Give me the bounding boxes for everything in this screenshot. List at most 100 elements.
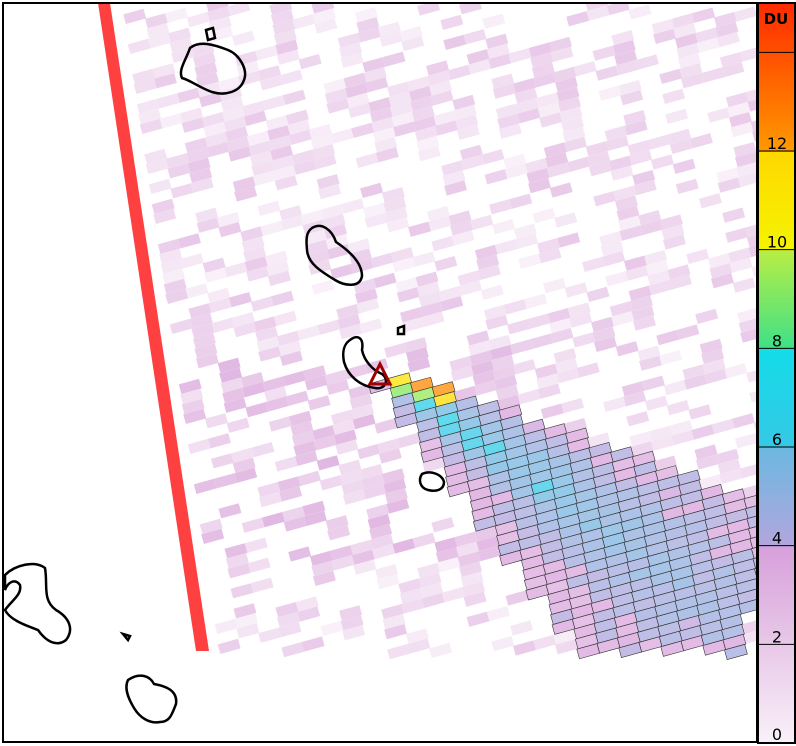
so2-background-pixel — [378, 448, 402, 464]
so2-background-pixel — [255, 45, 279, 61]
so2-background-pixel — [734, 433, 757, 449]
so2-background-pixel — [556, 86, 580, 103]
colorbar-band — [758, 84, 795, 86]
colorbar-band — [758, 740, 795, 742]
colorbar-band — [758, 575, 795, 577]
colorbar-band — [758, 674, 795, 676]
colorbar-band — [758, 449, 795, 451]
colorbar-band — [758, 421, 795, 423]
so2-background-pixel — [656, 329, 680, 346]
colorbar-band — [758, 371, 795, 373]
colorbar-band — [758, 633, 795, 635]
so2-background-pixel — [247, 557, 271, 573]
colorbar-band — [758, 137, 795, 139]
colorbar-band — [758, 79, 795, 81]
so2-background-pixel — [441, 160, 464, 176]
so2-background-pixel — [536, 373, 560, 389]
colorbar-band — [758, 540, 795, 542]
colorbar-band — [758, 154, 795, 156]
so2-background-pixel — [159, 113, 183, 129]
coastlines — [3, 26, 446, 724]
colorbar-band — [758, 624, 795, 626]
colorbar-band — [758, 739, 795, 741]
colorbar-band — [758, 145, 795, 147]
colorbar-band — [758, 433, 795, 435]
so2-background-pixel — [213, 473, 237, 489]
so2-background-pixel — [547, 307, 571, 324]
colorbar-band — [758, 32, 795, 34]
so2-background-pixel — [316, 455, 340, 471]
so2-background-pixel — [614, 49, 638, 66]
so2-background-pixel — [477, 545, 501, 562]
so2-background-pixel — [275, 601, 299, 618]
so2-background-pixel — [564, 136, 587, 153]
colorbar-band — [758, 339, 795, 341]
so2-background-pixel — [669, 419, 693, 436]
so2-background-pixel — [368, 97, 392, 113]
so2-background-pixel — [252, 170, 276, 187]
colorbar-band — [758, 34, 795, 36]
so2-background-pixel — [193, 478, 217, 495]
colorbar-band — [758, 432, 795, 434]
colorbar-band — [758, 588, 795, 590]
so2-background-pixel — [666, 399, 690, 416]
colorbar-band — [758, 490, 795, 492]
colorbar-band — [758, 356, 795, 358]
so2-background-pixel — [288, 129, 312, 145]
so2-background-pixel — [352, 413, 376, 430]
colorbar-band — [758, 325, 795, 327]
so2-background-pixel — [169, 37, 193, 53]
so2-background-pixel — [387, 643, 411, 660]
colorbar-band — [758, 620, 795, 622]
so2-background-pixel — [586, 5, 610, 21]
colorbar-band — [758, 613, 795, 615]
colorbar-band — [758, 641, 795, 643]
colorbar-band — [758, 409, 795, 411]
colorbar-band — [758, 605, 795, 607]
so2-background-pixel — [311, 560, 335, 577]
so2-background-pixel — [325, 515, 349, 531]
colorbar-tick-label: 8 — [772, 331, 782, 350]
colorbar-band — [758, 209, 795, 211]
so2-background-pixel — [454, 531, 478, 547]
colorbar-band — [758, 418, 795, 420]
so2-background-pixel — [716, 448, 740, 465]
so2-background-pixel — [676, 324, 700, 340]
colorbar-band — [758, 136, 795, 138]
so2-background-pixel — [417, 281, 441, 297]
so2-background-pixel — [188, 303, 212, 319]
colorbar-band — [758, 44, 795, 46]
colorbar-band — [758, 414, 795, 416]
so2-background-pixel — [251, 160, 275, 177]
colorbar-band — [758, 453, 795, 455]
so2-background-pixel — [416, 135, 440, 152]
colorbar-band — [758, 622, 795, 624]
colorbar-band — [758, 345, 795, 347]
colorbar-band — [758, 40, 795, 42]
so2-background-pixel — [531, 62, 555, 78]
colorbar-band — [758, 123, 795, 125]
so2-background-pixel — [740, 46, 757, 62]
so2-background-pixel — [355, 152, 379, 169]
so2-background-pixel — [370, 533, 394, 550]
so2-background-pixel — [587, 151, 611, 167]
so2-background-pixel — [330, 263, 354, 280]
so2-background-pixel — [534, 363, 558, 379]
colorbar-band — [758, 464, 795, 466]
so2-background-pixel — [474, 525, 498, 542]
so2-background-pixel — [203, 121, 227, 138]
so2-background-pixel — [397, 432, 421, 449]
so2-background-pixel — [147, 33, 171, 49]
so2-background-pixel — [495, 384, 519, 401]
colorbar-band — [758, 64, 795, 66]
colorbar-band — [758, 337, 795, 339]
colorbar-band — [758, 340, 795, 342]
so2-background-pixel — [488, 53, 512, 69]
so2-background-pixel — [647, 134, 671, 150]
colorbar-band — [758, 734, 795, 736]
colorbar-band — [758, 286, 795, 288]
so2-background-pixel — [495, 103, 519, 119]
so2-background-pixel — [606, 135, 629, 151]
so2-background-pixel — [430, 90, 454, 106]
colorbar-band — [758, 195, 795, 197]
